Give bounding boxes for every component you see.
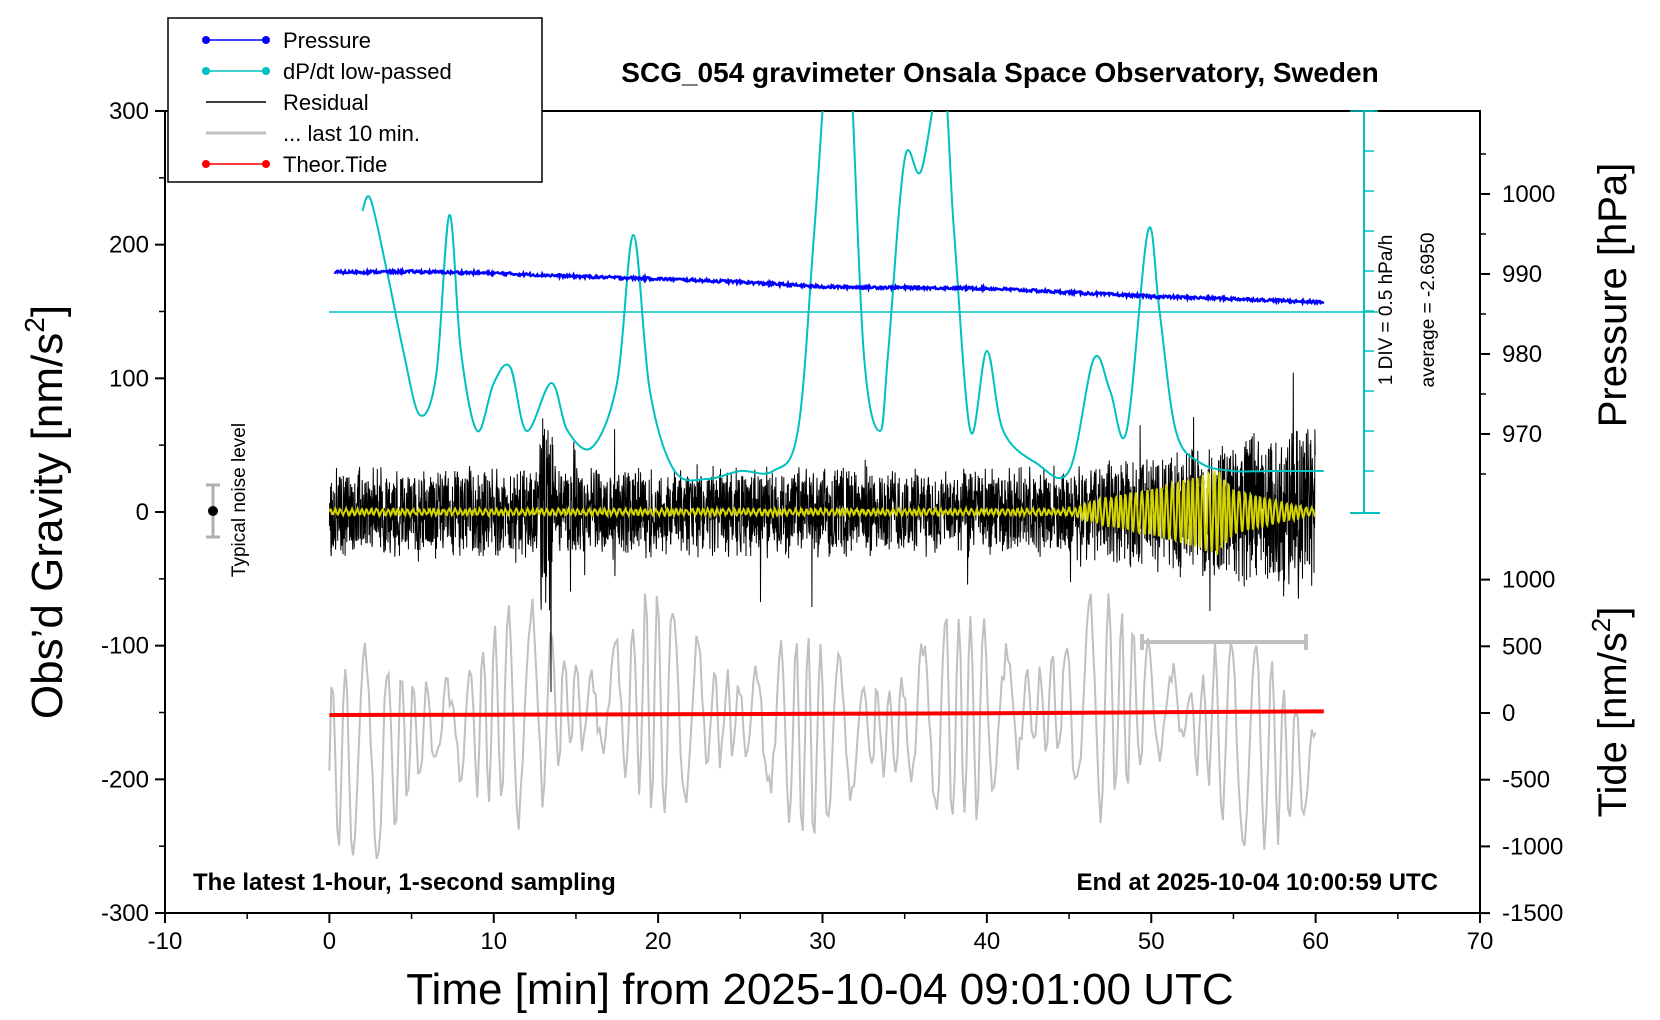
tide-axis-title-end: ] bbox=[1591, 607, 1635, 618]
legend-item: Pressure bbox=[202, 28, 371, 53]
pressure-tick-label: 970 bbox=[1502, 421, 1542, 448]
tide-tick-label: -500 bbox=[1502, 767, 1550, 794]
x-tick-label: 60 bbox=[1302, 928, 1329, 955]
legend-item: Theor.Tide bbox=[202, 152, 387, 177]
noise-level-label: Typical noise level bbox=[229, 423, 250, 577]
x-axis-title: Time [min] from 2025-10-04 09:01:00 UTC bbox=[406, 965, 1233, 1014]
y-tick-label: -100 bbox=[101, 633, 149, 660]
legend-item: dP/dt low-passed bbox=[202, 59, 452, 84]
y-tick-label: 300 bbox=[109, 98, 149, 125]
y-tick-label: -300 bbox=[101, 900, 149, 927]
series-pressure-line bbox=[333, 266, 1325, 307]
pressure-tick-label: 980 bbox=[1502, 341, 1542, 368]
y-axis-title-left-main: Obs’d Gravity [nm/s bbox=[23, 333, 72, 719]
legend-swatch-marker bbox=[202, 67, 210, 75]
sampling-note: The latest 1-hour, 1-second sampling bbox=[193, 869, 616, 896]
x-tick-label: 70 bbox=[1467, 928, 1494, 955]
last-10-min-range-marker bbox=[1140, 634, 1308, 650]
y-axis-title-left-sup: 2 bbox=[19, 317, 50, 333]
dpdt-average-label: average = -2.6950 bbox=[1418, 233, 1439, 388]
pressure-tick-label: 990 bbox=[1502, 261, 1542, 288]
tide-tick-label: 0 bbox=[1502, 700, 1515, 727]
legend-label: Pressure bbox=[283, 28, 371, 53]
dpdt-scale-bar bbox=[1350, 110, 1380, 514]
legend-swatch-marker bbox=[262, 36, 270, 44]
legend-swatch-marker bbox=[202, 36, 210, 44]
legend-item: ... last 10 min. bbox=[206, 121, 420, 146]
tide-tick-label: 1000 bbox=[1502, 567, 1555, 594]
y-tick-label: 0 bbox=[136, 499, 149, 526]
series-residual-lowpass-line bbox=[328, 470, 1316, 555]
series-layer bbox=[328, 111, 1378, 860]
noise-level-marker bbox=[206, 483, 220, 539]
legend-label: Residual bbox=[283, 90, 369, 115]
legend-swatch-marker bbox=[262, 160, 270, 168]
x-tick-label: 10 bbox=[480, 928, 507, 955]
tide-tick-label: -1000 bbox=[1502, 833, 1563, 860]
y-axis-title-left-end: ] bbox=[23, 305, 72, 317]
axis-ticks: -10 0 10 20 30 40 50 60 703002001000-100-200-300… bbox=[101, 98, 1563, 955]
y-tick-label: -200 bbox=[101, 766, 149, 793]
legend-box bbox=[167, 17, 543, 183]
legend: Pressure dP/dt low-passed Residual ... last… bbox=[167, 17, 543, 183]
pressure-axis-title: Pressure [hPa] bbox=[1591, 163, 1635, 428]
series-theor-tide-line bbox=[329, 709, 1324, 717]
legend-item: Residual bbox=[206, 90, 369, 115]
tide-tick-label: -1500 bbox=[1502, 900, 1563, 927]
legend-swatch-marker bbox=[262, 67, 270, 75]
x-tick-label: 20 bbox=[645, 928, 672, 955]
y-tick-label: 100 bbox=[109, 365, 149, 392]
dpdt-div-label: 1 DIV = 0.5 hPa/h bbox=[1376, 235, 1397, 386]
x-tick-label: 40 bbox=[974, 928, 1001, 955]
x-tick-label: 0 bbox=[323, 928, 336, 955]
y-tick-label: 200 bbox=[109, 232, 149, 259]
x-tick-label: 30 bbox=[809, 928, 836, 955]
legend-label: ... last 10 min. bbox=[283, 121, 420, 146]
tide-axis-title: Tide [nm/s2] bbox=[1586, 607, 1635, 818]
end-time-note: End at 2025-10-04 10:00:59 UTC bbox=[1077, 869, 1439, 896]
tide-axis-title-main: Tide [nm/s bbox=[1591, 632, 1635, 817]
y-axis-title-left: Obs’d Gravity [nm/s2] bbox=[19, 305, 72, 719]
series-dpdt-line bbox=[361, 111, 1324, 482]
x-tick-label: -10 bbox=[148, 928, 183, 955]
legend-label: dP/dt low-passed bbox=[283, 59, 452, 84]
x-tick-label: 50 bbox=[1138, 928, 1165, 955]
pressure-tick-label: 1000 bbox=[1502, 181, 1555, 208]
legend-swatch-marker bbox=[202, 160, 210, 168]
tide-axis-title-sup: 2 bbox=[1586, 618, 1616, 632]
legend-label: Theor.Tide bbox=[283, 152, 387, 177]
tide-tick-label: 500 bbox=[1502, 633, 1542, 660]
series-last-10-min-line bbox=[328, 593, 1317, 860]
chart-title: SCG_054 gravimeter Onsala Space Observat… bbox=[621, 57, 1378, 88]
